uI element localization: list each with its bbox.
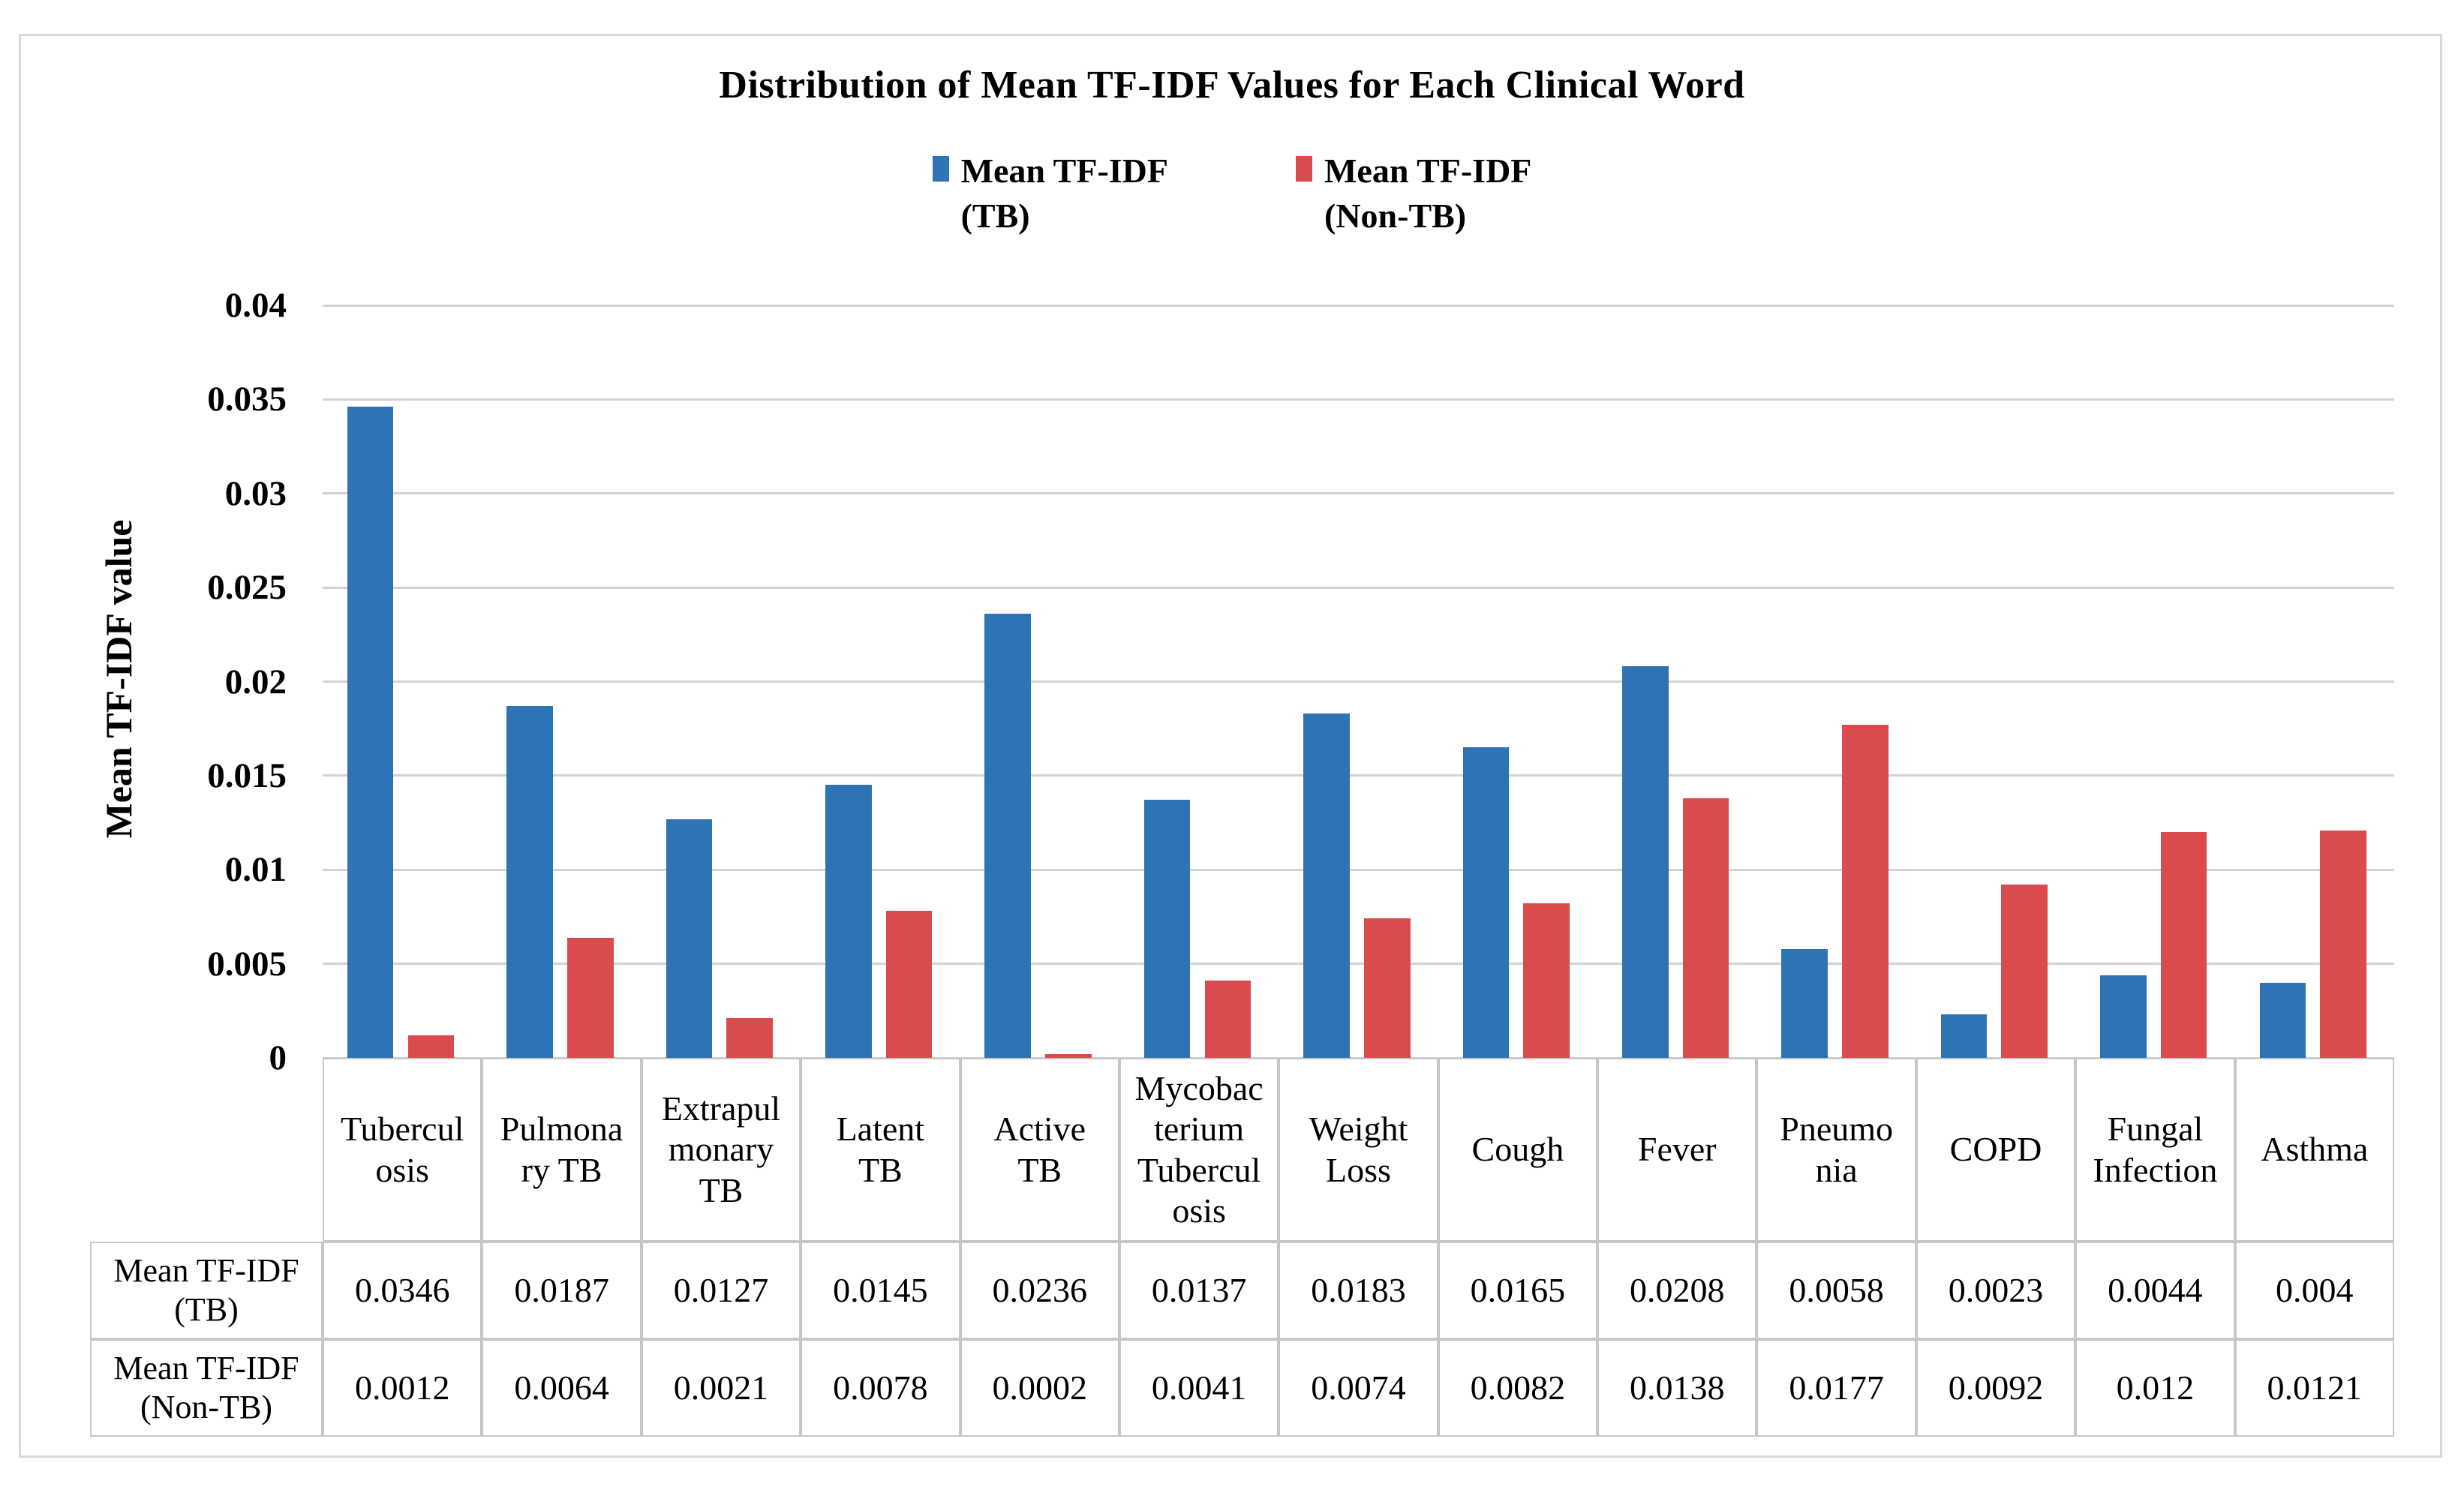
value-cell: 0.0137 (1119, 1242, 1279, 1339)
legend-label-tb: Mean TF-IDF (TB) (960, 152, 1168, 235)
y-tick-label: 0.03 (224, 473, 287, 513)
legend-swatch-tb-icon (932, 156, 949, 182)
gridline (323, 963, 2394, 966)
bar-nontb (2160, 832, 2207, 1058)
value-cell: 0.0074 (1279, 1339, 1438, 1437)
bar-nontb (1523, 903, 1570, 1058)
value-cell: 0.0165 (1438, 1242, 1598, 1339)
bar-tb (666, 819, 713, 1058)
category-header-cell: Tubercul osis (323, 1058, 482, 1242)
bar-nontb (2320, 830, 2366, 1058)
bar-tb (347, 407, 394, 1058)
bar-tb (1940, 1014, 1988, 1058)
value-cell: 0.0127 (641, 1242, 801, 1339)
bar-nontb (1045, 1053, 1092, 1058)
row-header-cell: Mean TF-IDF (Non-TB) (90, 1339, 323, 1437)
value-cell: 0.0346 (323, 1242, 482, 1339)
bar-nontb (567, 937, 614, 1058)
category-header-cell: Pulmona ry TB (482, 1058, 642, 1242)
category-header-cell: Latent TB (801, 1058, 960, 1242)
value-cell: 0.0177 (1756, 1339, 1916, 1437)
value-cell: 0.0064 (482, 1339, 642, 1437)
bar-tb (984, 614, 1032, 1058)
gridline (323, 492, 2394, 495)
value-cell: 0.012 (2075, 1339, 2235, 1437)
y-tick-label: 0.025 (207, 568, 287, 608)
y-tick-label: 0.02 (224, 662, 287, 701)
value-cell: 0.0012 (323, 1339, 482, 1437)
legend: Mean TF-IDF (TB) Mean TF-IDF (Non-TB) (0, 149, 2464, 239)
bar-tb (825, 785, 872, 1058)
value-cell: 0.0023 (1916, 1242, 2076, 1339)
value-cell: 0.0236 (960, 1242, 1119, 1339)
bar-nontb (1682, 798, 1729, 1058)
bar-tb (2259, 982, 2306, 1058)
bar-tb (1303, 713, 1350, 1058)
bar-tb (2100, 975, 2147, 1058)
value-cell: 0.0145 (801, 1242, 960, 1339)
bar-tb (1621, 666, 1669, 1058)
category-header-cell: Mycobac terium Tubercul osis (1119, 1058, 1279, 1242)
bar-tb (1781, 948, 1828, 1058)
value-cell: 0.0187 (482, 1242, 642, 1339)
bar-nontb (1204, 981, 1252, 1058)
value-cell: 0.0041 (1119, 1339, 1279, 1437)
value-cell: 0.0082 (1438, 1339, 1598, 1437)
value-cell: 0.0021 (641, 1339, 801, 1437)
bar-nontb (885, 911, 933, 1058)
value-cell: 0.0121 (2234, 1339, 2394, 1437)
bar-nontb (407, 1035, 455, 1058)
value-cell: 0.0002 (960, 1339, 1119, 1437)
category-header-cell: Cough (1438, 1058, 1598, 1242)
legend-entry-tb: Mean TF-IDF (TB) (932, 149, 1168, 239)
y-tick-label: 0.01 (224, 850, 287, 890)
bar-tb (1143, 800, 1191, 1058)
gridline (323, 304, 2394, 307)
bar-nontb (1842, 725, 1889, 1058)
bar-tb (1462, 747, 1510, 1058)
bar-nontb (2001, 885, 2048, 1058)
y-tick-label: 0.005 (207, 944, 287, 984)
value-cell: 0.0208 (1597, 1242, 1757, 1339)
value-cell: 0.004 (2234, 1242, 2394, 1339)
value-cell: 0.0092 (1916, 1339, 2076, 1437)
category-header-cell: Extrapul monary TB (641, 1058, 801, 1242)
value-cell: 0.0138 (1597, 1339, 1757, 1437)
legend-swatch-nontb-icon (1296, 156, 1312, 182)
bar-nontb (726, 1018, 773, 1058)
category-header-cell: Fungal Infection (2075, 1058, 2235, 1242)
category-header-cell: Asthma (2234, 1058, 2394, 1242)
y-tick-label: 0.04 (224, 286, 287, 325)
category-header-cell: Active TB (960, 1058, 1119, 1242)
value-cell: 0.0044 (2075, 1242, 2235, 1339)
bar-nontb (1363, 918, 1411, 1058)
category-header-cell: Weight Loss (1279, 1058, 1438, 1242)
gridline (323, 586, 2394, 589)
y-tick-label: 0.015 (207, 756, 287, 795)
gridline (323, 774, 2394, 777)
gridline (323, 868, 2394, 871)
figure-border (19, 34, 2442, 1458)
value-cell: 0.0078 (801, 1339, 960, 1437)
category-header-cell: Fever (1597, 1058, 1757, 1242)
gridline (323, 398, 2394, 401)
bar-tb (506, 706, 553, 1058)
chart-title: Distribution of Mean TF-IDF Values for E… (719, 64, 1745, 107)
legend-label-nontb: Mean TF-IDF (Non-TB) (1324, 152, 1532, 235)
category-header-cell: COPD (1916, 1058, 2076, 1242)
gridline (323, 680, 2394, 683)
value-cell: 0.0058 (1756, 1242, 1916, 1339)
y-tick-label: 0.035 (207, 380, 287, 419)
value-cell: 0.0183 (1279, 1242, 1438, 1339)
category-header-cell: Pneumo nia (1756, 1058, 1916, 1242)
legend-entry-nontb: Mean TF-IDF (Non-TB) (1296, 149, 1531, 239)
y-tick-label: 0 (269, 1038, 287, 1077)
row-header-cell: Mean TF-IDF (TB) (90, 1242, 323, 1339)
